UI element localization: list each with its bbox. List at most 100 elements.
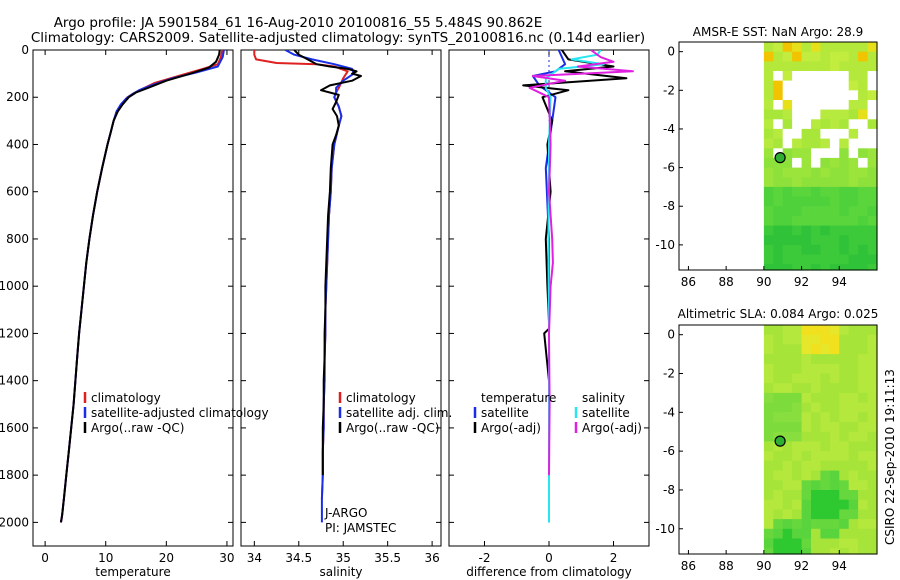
amsr-sst-map-xtick-label: 88 — [719, 275, 734, 289]
amsr-sst-map-cell — [839, 109, 850, 120]
amsr-sst-map-cell — [820, 235, 831, 246]
amsr-sst-map-cell — [782, 128, 793, 140]
amsr-sst-map-cell — [820, 254, 831, 265]
altimetric-sla-map-cell — [839, 431, 850, 442]
altimetric-sla-map-cell — [811, 509, 821, 520]
temperature-panel-ytick-label: 1600 — [0, 421, 29, 435]
legend-temperature-satellite-label: satellite-adjusted climatology — [91, 406, 269, 420]
altimetric-sla-map-cell — [848, 402, 859, 413]
amsr-sst-map-cell — [782, 90, 793, 101]
altimetric-sla-map-cell — [801, 509, 812, 520]
altimetric-sla-map-cell — [792, 460, 803, 472]
altimetric-sla-map-cell — [782, 334, 793, 345]
altimetric-sla-map-cell — [782, 519, 793, 530]
amsr-sst-map-cell — [801, 186, 812, 198]
amsr-sst-map-cell — [792, 109, 803, 120]
altimetric-sla-map-cell — [858, 441, 869, 452]
difference-panel-xtick-label: 0 — [545, 551, 553, 565]
altimetric-sla-map-cell — [867, 519, 878, 530]
amsr-sst-map-cell — [820, 206, 831, 217]
amsr-sst-map-cell — [867, 235, 878, 246]
altimetric-sla-map-cell — [867, 538, 878, 549]
altimetric-sla-map-cell — [820, 460, 831, 472]
amsr-sst-map-cell — [763, 157, 774, 169]
altimetric-sla-map-cell — [867, 499, 878, 510]
altimetric-sla-map-cell — [829, 509, 840, 520]
altimetric-sla-map-cell — [848, 441, 859, 452]
altimetric-sla-map-cell — [811, 363, 821, 375]
salinity-panel-xtick-label: 34.5 — [285, 551, 312, 565]
altimetric-sla-map-cell — [839, 402, 850, 413]
amsr-sst-map-ytick-label: -10 — [655, 238, 675, 252]
altimetric-sla-map-cell — [782, 470, 793, 481]
amsr-sst-map-cell — [848, 128, 859, 140]
altimetric-sla-map-cell — [792, 509, 803, 520]
amsr-sst-map-cell — [848, 167, 859, 178]
altimetric-sla-map-cell — [811, 460, 821, 472]
altimetric-sla-map-cell — [848, 480, 859, 491]
altimetric-sla-map-cell — [811, 548, 821, 555]
altimetric-sla-map-cell — [782, 431, 793, 442]
amsr-sst-map-ytick-label: 0 — [667, 45, 675, 59]
altimetric-sla-map-cell — [763, 441, 774, 452]
amsr-sst-map-cell — [801, 119, 812, 130]
amsr-sst-map-cell — [782, 119, 793, 130]
amsr-sst-map-cell — [811, 61, 821, 72]
altimetric-sla-map-cell — [829, 480, 840, 491]
altimetric-sla-map-cell — [782, 344, 793, 355]
altimetric-sla-map-xtick-label: 92 — [794, 559, 809, 573]
amsr-sst-map-cell — [848, 138, 859, 149]
altimetric-sla-map-xtick-label: 88 — [719, 559, 734, 573]
altimetric-sla-map-cell — [763, 422, 774, 433]
amsr-sst-map-cell — [839, 215, 850, 227]
altimetric-sla-map-cell — [811, 325, 821, 336]
altimetric-sla-map-cell — [848, 422, 859, 433]
amsr-sst-map-cell — [792, 196, 803, 207]
amsr-sst-map-cell — [867, 51, 878, 62]
altimetric-sla-map-cell — [801, 354, 812, 365]
altimetric-sla-map-cell — [811, 441, 821, 452]
altimetric-sla-map-cell — [773, 363, 784, 375]
altimetric-sla-map-cell — [763, 325, 774, 336]
series-line-argo-raw-qc- — [293, 50, 362, 476]
amsr-sst-map-cell — [773, 90, 784, 101]
altimetric-sla-map-cell — [848, 528, 859, 540]
altimetric-sla-map-cell — [829, 538, 840, 549]
altimetric-sla-map-cell — [829, 392, 840, 404]
amsr-sst-map-cell — [867, 167, 878, 178]
altimetric-sla-map-cell — [829, 519, 840, 530]
amsr-sst-map-cell — [829, 51, 840, 62]
amsr-sst-map-cell — [811, 42, 821, 53]
altimetric-sla-map-cell — [867, 344, 878, 355]
amsr-sst-map-cell — [867, 119, 878, 130]
altimetric-sla-map-cell — [839, 460, 850, 472]
altimetric-sla-map-cell — [773, 441, 784, 452]
amsr-sst-map-cell — [801, 254, 812, 265]
amsr-sst-map-cell — [763, 206, 774, 217]
altimetric-sla-map-ytick-label: -4 — [663, 405, 675, 419]
legend-salinity-argo-label: Argo(..raw -QC) — [346, 421, 439, 435]
altimetric-sla-map-cell — [848, 325, 859, 336]
amsr-sst-map-cell — [820, 138, 831, 149]
amsr-sst-map-cell — [801, 244, 812, 256]
altimetric-sla-map-cell — [829, 344, 840, 355]
altimetric-sla-map-cell — [811, 451, 821, 462]
altimetric-sla-map-cell — [763, 363, 774, 375]
amsr-sst-map-cell — [829, 128, 840, 140]
altimetric-sla-map-cell — [811, 344, 821, 355]
amsr-sst-map-cell — [848, 196, 859, 207]
altimetric-sla-map-cell — [848, 470, 859, 481]
amsr-sst-map-cell — [858, 51, 869, 62]
altimetric-sla-map-cell — [782, 490, 793, 501]
temperature-panel-xtick-label: 20 — [159, 551, 174, 565]
amsr-sst-map-cell — [773, 42, 784, 53]
temperature-panel-ytick-label: 400 — [6, 137, 29, 151]
altimetric-sla-map-xtick-label: 94 — [832, 559, 847, 573]
altimetric-sla-map-cell — [820, 363, 831, 375]
amsr-sst-map-cell — [801, 109, 812, 120]
amsr-sst-map-cell — [858, 225, 869, 236]
amsr-sst-map-cell — [829, 186, 840, 198]
altimetric-sla-map-cell — [811, 392, 821, 404]
amsr-sst-map-cell — [867, 71, 878, 82]
altimetric-sla-map-cell — [820, 499, 831, 510]
